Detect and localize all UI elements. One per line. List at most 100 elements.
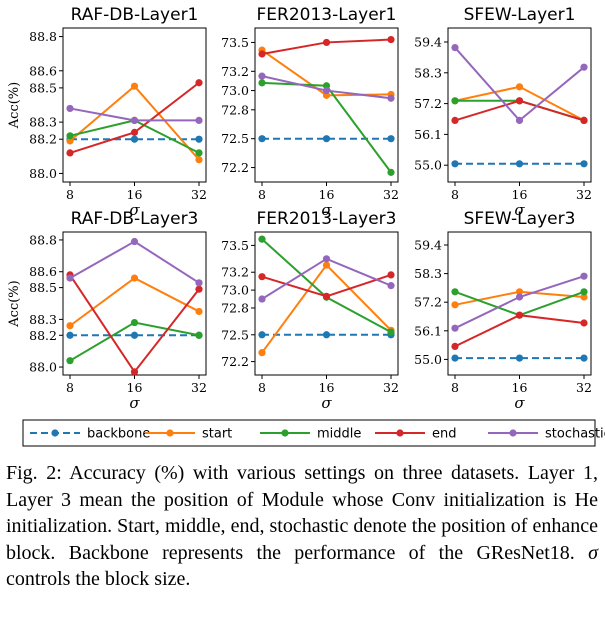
legend-label: start (202, 427, 232, 442)
data-point-stochastic (387, 282, 395, 290)
x-tick-label: 16 (512, 380, 528, 395)
series-start (66, 274, 203, 330)
x-tick-label: 32 (576, 187, 592, 202)
data-point-middle (580, 288, 588, 296)
y-tick-label: 88.6 (29, 264, 57, 279)
y-tick-label: 88.0 (29, 166, 57, 181)
y-tick-label: 73.2 (221, 64, 249, 79)
legend-swatch-marker (281, 429, 289, 437)
y-tick-label: 88.5 (29, 80, 57, 95)
data-point-start (322, 261, 331, 269)
series-middle (66, 318, 203, 365)
y-tick-label: 73.0 (221, 283, 249, 298)
data-point-end (130, 368, 139, 376)
legend-item-stochastic: stochastic (488, 427, 605, 442)
x-tick-label: 32 (191, 187, 207, 202)
y-tick-label: 72.2 (221, 354, 249, 369)
series-stochastic (66, 104, 203, 124)
x-tick-label: 32 (576, 380, 592, 395)
series-stochastic (258, 255, 395, 303)
x-tick-label: 16 (319, 187, 335, 202)
y-tick-label: 58.3 (414, 65, 442, 80)
series-stochastic (451, 44, 588, 124)
data-point-stochastic (130, 237, 139, 246)
data-point-end (387, 271, 395, 279)
series-end (451, 311, 588, 350)
chart-title: SFEW-Layer1 (464, 5, 576, 25)
data-point-stochastic (195, 116, 203, 124)
data-point-end (387, 35, 395, 44)
series-line-middle (261, 238, 392, 333)
data-point-start (515, 83, 524, 91)
legend-label: middle (317, 427, 361, 442)
caption-text-end: controls the block size. (6, 568, 191, 590)
legend-label: stochastic (545, 427, 605, 442)
data-point-end (451, 342, 459, 350)
data-point-stochastic (195, 279, 203, 287)
data-point-start (258, 349, 266, 357)
y-tick-label: 88.6 (29, 63, 57, 78)
data-point-middle (258, 235, 266, 243)
x-axis-label: σ (514, 201, 525, 219)
data-point-middle (387, 168, 395, 176)
y-tick-label: 88.3 (29, 312, 57, 327)
series-stochastic (451, 272, 588, 332)
caption-text: Fig. 2: Accuracy (%) with various settin… (6, 462, 598, 564)
data-point-start (66, 322, 74, 330)
legend-swatch-marker (509, 429, 517, 437)
data-point-stochastic (451, 44, 459, 52)
x-tick-label: 8 (66, 187, 74, 202)
y-tick-label: 72.5 (221, 131, 249, 146)
x-tick-label: 8 (66, 380, 74, 395)
y-tick-label: 57.2 (414, 295, 442, 310)
x-tick-label: 8 (258, 187, 266, 202)
data-point-backbone (130, 135, 139, 143)
data-point-backbone (451, 160, 459, 168)
data-point-stochastic (322, 86, 331, 95)
legend-item-start: start (145, 427, 232, 442)
x-tick-label: 16 (127, 187, 143, 202)
data-point-stochastic (322, 255, 331, 263)
data-point-start (195, 307, 203, 316)
data-point-stochastic (515, 293, 524, 301)
series-end (66, 79, 203, 157)
legend-label: end (432, 427, 457, 442)
chart-panel-4: RAF-DB-Layer3 88.0 88.288.3 88.588.6 88.8 8 16… (7, 209, 207, 412)
data-point-end (580, 116, 588, 124)
data-point-end (195, 285, 203, 293)
legend: backbone start middle end stochastic (22, 419, 605, 447)
y-tick-label: 59.4 (414, 238, 442, 253)
y-tick-label: 72.8 (221, 300, 249, 315)
y-tick-label: 56.1 (414, 127, 442, 142)
y-tick-label: 88.8 (29, 29, 57, 44)
data-point-start (66, 137, 74, 145)
data-point-middle (387, 328, 395, 336)
data-point-middle (195, 331, 203, 339)
y-tick-label: 73.5 (221, 35, 249, 50)
data-point-backbone (195, 135, 203, 143)
data-point-middle (130, 318, 139, 327)
x-tick-label: 16 (512, 187, 528, 202)
x-axis-label: σ (321, 394, 332, 412)
data-point-backbone (322, 331, 331, 339)
data-point-end (66, 149, 74, 157)
data-point-backbone (580, 354, 588, 362)
chart-panel-3: SFEW-Layer1 55.0 56.1 57.2 58.3 59.4 8 16 32 σ (414, 5, 592, 219)
chart-title: FER2013-Layer3 (257, 209, 397, 229)
y-tick-label: 88.2 (29, 132, 57, 147)
y-tick-label: 55.0 (414, 352, 442, 367)
data-point-start (515, 288, 524, 296)
data-point-end (130, 128, 139, 136)
data-point-start (130, 82, 139, 90)
y-tick-label: 72.5 (221, 327, 249, 342)
x-tick-label: 32 (191, 380, 207, 395)
data-point-stochastic (451, 324, 459, 332)
data-point-start (130, 274, 139, 282)
data-point-start (195, 156, 203, 164)
caption-sigma: σ (588, 541, 598, 564)
chart-title: SFEW-Layer3 (464, 209, 576, 229)
y-tick-label: 58.3 (414, 266, 442, 281)
plot-frame (62, 27, 207, 183)
data-point-middle (66, 132, 74, 140)
